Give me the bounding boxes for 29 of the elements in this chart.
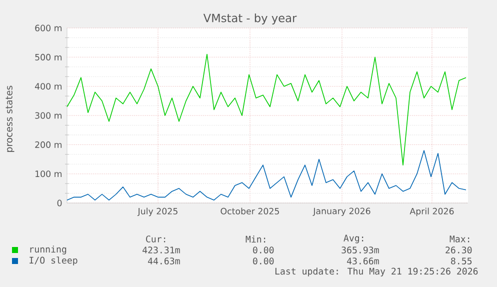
y-tick-label: 200 m xyxy=(35,141,62,148)
text: 0.00 xyxy=(253,246,274,254)
y-tick-label: 300 m xyxy=(35,112,62,119)
text: 26.30 xyxy=(446,246,472,254)
y-tick-label: 500 m xyxy=(35,54,62,60)
x-tick-label: July 2025 xyxy=(137,208,178,216)
line-series xyxy=(66,54,466,166)
y-axis-title: process states xyxy=(6,86,14,152)
text: 43.66m xyxy=(347,258,379,264)
y-tick-label: 400 m xyxy=(34,83,62,90)
y-tick-label: 600 m xyxy=(35,24,62,32)
legend-label: I/O sleep xyxy=(30,256,78,266)
text: Last update: Thu May 21 19:25:26 2026 xyxy=(275,268,478,276)
legend-label: running xyxy=(30,246,66,254)
text: Min: xyxy=(246,236,266,242)
text: 365.93m xyxy=(342,246,379,254)
x-tick-label: April 2026 xyxy=(410,208,454,216)
text: 8.55 xyxy=(451,258,472,264)
text: Cur: xyxy=(146,236,166,242)
y-tick-label: 100 m xyxy=(35,170,62,178)
text: Avg: xyxy=(344,234,364,244)
y-tick-label: 0 xyxy=(57,200,62,206)
x-tick-label: October 2025 xyxy=(220,208,279,214)
text: 423.31m xyxy=(142,246,180,254)
text: 44.63m xyxy=(148,258,180,264)
text: 0.00 xyxy=(253,258,274,264)
x-tick-label: January 2026 xyxy=(312,208,370,216)
text: Max: xyxy=(450,236,470,242)
chart-title: VMstat - by year xyxy=(203,14,297,24)
